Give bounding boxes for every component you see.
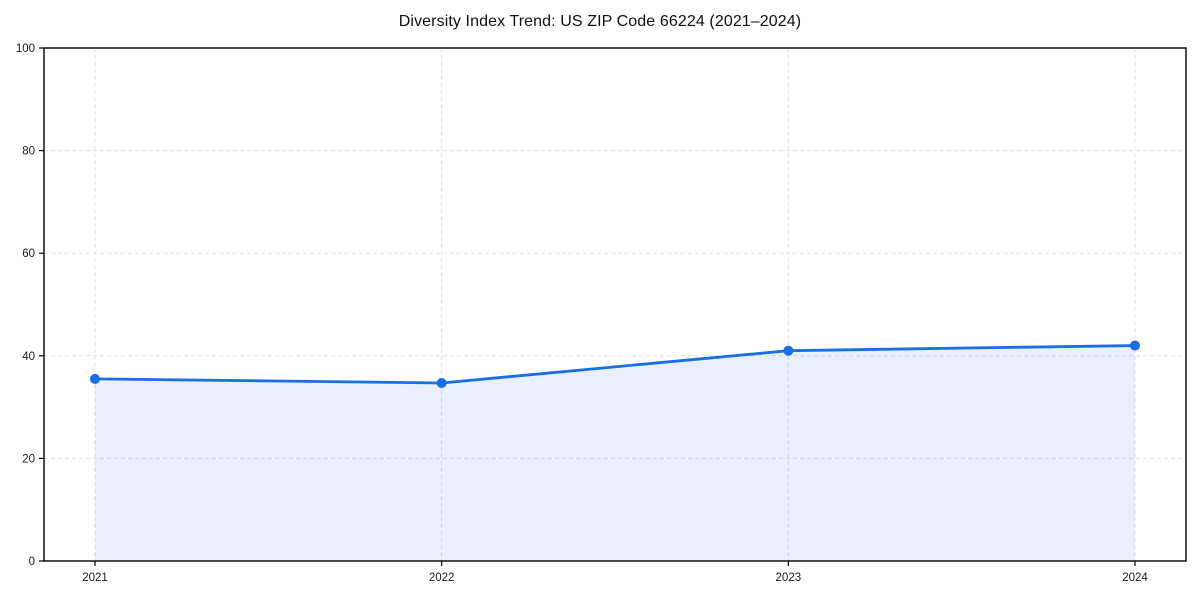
y-tick-label: 0 (29, 556, 35, 568)
y-tick-label: 20 (22, 453, 35, 465)
chart-title: Diversity Index Trend: US ZIP Code 66224… (398, 13, 802, 30)
x-tick-label: 2024 (1122, 572, 1148, 584)
data-point-marker (783, 345, 794, 356)
x-tick-label: 2023 (776, 572, 802, 584)
y-tick-label: 80 (22, 146, 35, 158)
y-tick-label: 60 (22, 248, 35, 260)
y-tick-label: 40 (22, 351, 35, 363)
y-tick-label: 100 (16, 43, 35, 55)
area-fill (95, 345, 1135, 561)
x-tick-label: 2022 (429, 572, 455, 584)
data-point-marker (1130, 340, 1140, 351)
x-tick-label: 2021 (82, 572, 108, 584)
trend-line (93, 344, 1137, 385)
data-point-marker (436, 377, 447, 388)
plot-border (43, 47, 1187, 562)
data-point-marker (90, 373, 100, 384)
